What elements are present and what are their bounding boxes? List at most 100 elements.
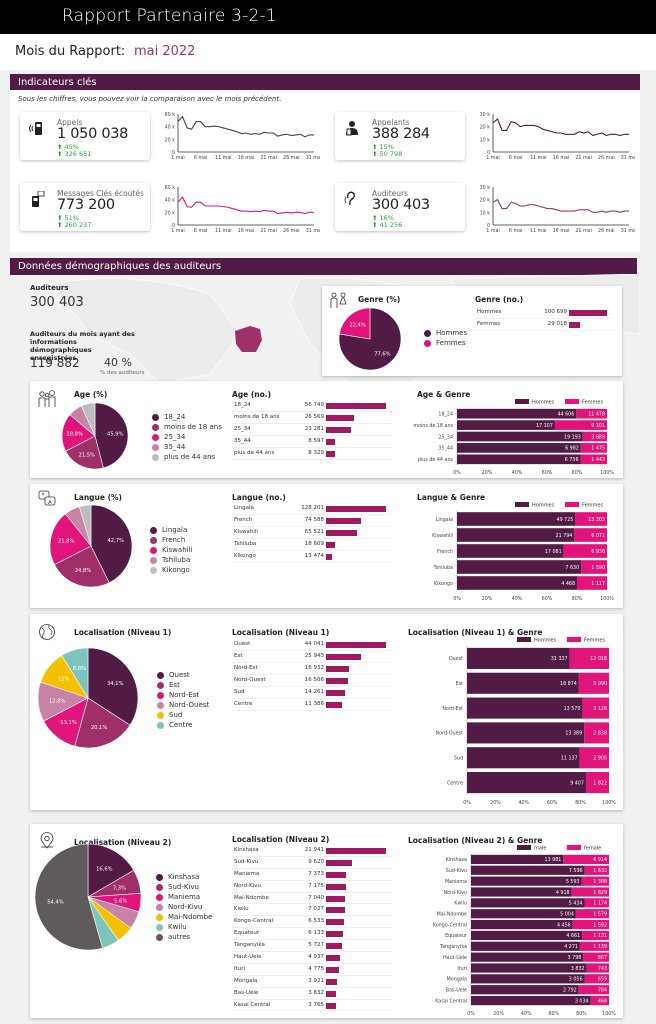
row-value: 7 027 [308,906,324,913]
bar-segment-female [584,898,609,908]
legend-swatch-Hommes [515,502,529,507]
x-tick-label: 40% [521,1011,532,1017]
legend-item[interactable]: 25_34 [152,432,222,442]
legend-item[interactable]: Est [157,680,209,690]
legend-item[interactable]: Kwilu [156,922,212,932]
category-label: Ituri [457,966,467,972]
category-label: Nord-Ouest [436,731,464,737]
bar-segment-Femmes [582,697,609,719]
table-row: Ouest 44 041 [232,639,392,651]
loc2-no-title: Localisation (Niveau 2) [232,835,330,844]
legend-swatch-female [567,845,581,850]
row-value: 14 261 [304,689,324,695]
age-pct-title: Age (%) [74,390,108,399]
bar-data-label: 3 689 [591,434,605,440]
category-label: Kikongo [434,581,453,587]
bar-data-label: 784 [598,988,607,994]
legend-item[interactable]: Maniema [156,892,212,902]
legend-item[interactable]: Lingala [150,525,192,535]
x-tick-label: 1 mai [171,155,185,161]
legend-item[interactable]: Femmes [424,338,467,348]
legend-item[interactable]: moins de 18 ans [152,422,222,432]
category-label: Maniema [445,879,467,885]
legend-swatch-Hommes [515,399,529,404]
bar-data-label: 9 101 [591,423,605,429]
legend-item[interactable]: French [150,535,192,545]
row-label: Bas-Uele [234,989,259,996]
bar-data-label: 4 456 [557,922,571,928]
report-month-value[interactable]: mai 2022 [134,44,196,59]
bar-segment-male [471,865,585,875]
bar-data-label: 4 918 [556,890,570,896]
bar-data-label: 17 081 [545,549,562,555]
x-tick-label: 16 mai [238,155,255,161]
bar-segment-Femmes [575,512,607,526]
legend-item[interactable]: plus de 44 ans [152,452,222,462]
pie-data-label: 34,1% [107,681,124,687]
legend-item[interactable]: Kiswahili [150,545,192,555]
category-label: Nord-Est [442,706,463,712]
legend-item[interactable]: Hommes [424,328,467,338]
bar-data-label: 5 434 [569,901,583,907]
row-bar [326,859,353,866]
legend-label: Hommes [532,400,555,406]
x-tick-label: 31 mai [306,228,320,234]
kpi-change-abs: ⬆ 50 798 [372,150,403,158]
row-value: 18 609 [304,541,324,547]
legend-item[interactable]: Nord-Est [157,690,209,700]
legend-swatch [152,423,159,431]
report-month-bar: Mois du Rapport: mai 2022 [0,34,656,70]
legend-item[interactable]: Sud-Kivu [156,882,212,892]
kpi-line-chart-2: 60 k 40 k 20 k 01 mai 6 mai 11 mai 16 mai 21 ma… [165,185,320,234]
kpi-line-chart-3: 30 k 20 k 10 k 01 mai 6 mai 11 mai 16 mai 21 ma… [480,185,635,234]
legend-label: Femmes [582,503,603,509]
row-label: Equateur [234,930,260,937]
x-tick-label: 40% [518,800,529,806]
table-row: Sud 14 261 [232,687,392,699]
bar-segment-male [471,887,572,897]
legend-item[interactable]: Nord-Kivu [156,902,212,912]
legend-item[interactable]: Ouest [157,670,209,680]
bar-table-loc2_no: Kinshasa 21 941 Sud-Kivu 9 620 Maniema 7 373 N… [232,845,392,1012]
y-tick-label: 0 [172,150,175,156]
legend-item[interactable]: Tshiluba [150,555,192,565]
legend-item[interactable]: Centre [157,720,209,730]
legend-item[interactable]: Nord-Ouest [157,700,209,710]
legend-label: moins de 18 ans [164,423,222,431]
bar-segment-Hommes [457,576,577,590]
row-value: 29 018 [547,321,567,327]
legend-item[interactable]: 35_44 [152,442,222,452]
legend-item[interactable]: Kinshasa [156,872,212,882]
legend-item[interactable]: Kikongo [150,565,192,575]
legend-item[interactable]: Mai-Ndombe [156,912,212,922]
bar-segment-male [471,995,591,1006]
bar-data-label: 3 034 [575,998,589,1004]
kpi-change-pct: ⬆ 51% [57,214,79,222]
table-row: Kikongo 13 474 [232,551,392,563]
legend-swatch-Femmes [567,637,581,642]
legend-swatch [424,339,431,347]
kpi-value: 388 284 [372,126,430,142]
legend-swatch [150,536,157,544]
legend-item[interactable]: autres [156,932,212,942]
pie-slice-autres [34,843,103,951]
row-bar [326,931,343,938]
bar-data-label: 7 596 [569,868,583,874]
x-tick-label: 0% [453,596,461,602]
legend-label: Maniema [168,893,201,901]
category-label: Mongala [447,977,467,983]
legend-item[interactable]: 18_24 [152,412,222,422]
legend-label: plus de 44 ans [164,453,216,461]
bar-data-label: 1 443 [591,457,605,463]
row-label: Kinshasa [234,846,259,853]
row-label: Nord-Ouest [234,677,266,683]
legend-item[interactable]: Sud [157,710,209,720]
x-tick-label: 60% [542,596,553,602]
row-label: Centre [234,701,253,707]
row-value: 7 040 [308,894,324,901]
row-label: Tshiluba [234,541,257,547]
bar-data-label: 11 137 [561,756,578,762]
legend-label: Lingala [162,526,188,534]
x-tick-label: 11 mai [215,155,232,161]
row-label: 18_24 [234,402,251,408]
